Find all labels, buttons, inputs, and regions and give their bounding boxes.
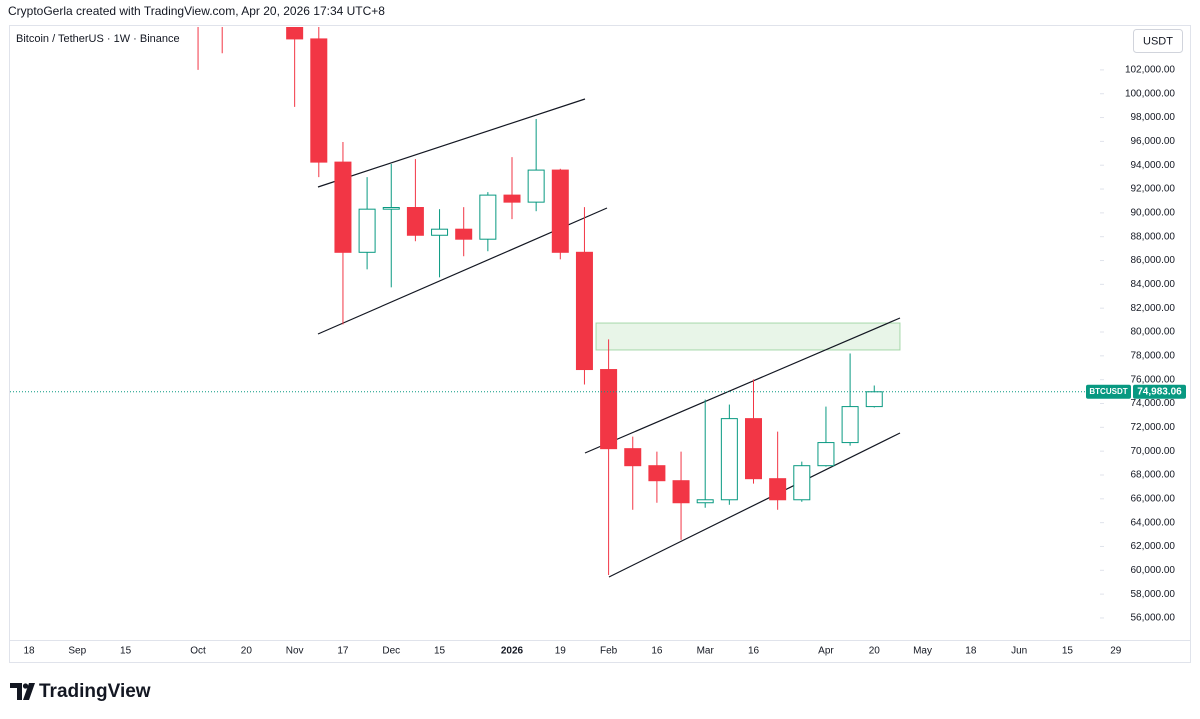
candle-body (817, 442, 835, 467)
symbol-tag-label: BTCUSDT (1089, 387, 1127, 396)
y-tick-label: 78,000.00 (1131, 350, 1176, 361)
y-tick-label: 88,000.00 (1131, 231, 1176, 242)
y-tick-label: 66,000.00 (1131, 493, 1176, 504)
x-tick-label: Feb (600, 646, 618, 657)
symbol-tag (1086, 384, 1131, 399)
x-tick-label: Sep (68, 646, 86, 657)
y-tick-label: 84,000.00 (1131, 279, 1176, 290)
brand: TradingView (39, 681, 151, 702)
x-tick-label: Nov (286, 646, 304, 657)
y-tick-label: 92,000.00 (1131, 184, 1176, 195)
candle-body (334, 161, 352, 253)
candle-body (600, 369, 618, 450)
y-tick-label: 68,000.00 (1131, 470, 1176, 481)
logo-icon (10, 683, 22, 700)
candle-body (624, 448, 642, 467)
y-tick-label: 80,000.00 (1131, 327, 1176, 338)
candle-body (382, 207, 400, 210)
candle-body (455, 228, 473, 240)
candle-body (503, 194, 521, 203)
candle-body (358, 208, 376, 253)
price-tag-label: 74,983.06 (1137, 386, 1182, 397)
symbol-title: Bitcoin / TetherUS · 1W · Binance (16, 33, 180, 45)
y-tick-label: 62,000.00 (1131, 541, 1176, 552)
x-tick-label: 18 (23, 646, 35, 657)
currency-label: USDT (1143, 35, 1173, 47)
candle-body (286, 27, 304, 40)
x-tick-label: 16 (748, 646, 760, 657)
candle-body (865, 391, 883, 408)
candle-body (696, 499, 714, 504)
x-tick-label: 20 (241, 646, 253, 657)
candle-body (551, 169, 569, 253)
y-tick-label: 90,000.00 (1131, 208, 1176, 219)
frame (9, 25, 1191, 663)
price-tag (1133, 384, 1186, 399)
y-tick-label: 96,000.00 (1131, 136, 1176, 147)
y-tick-label: 58,000.00 (1131, 589, 1176, 600)
x-tick-label: 15 (1062, 646, 1074, 657)
candle-body (575, 251, 593, 371)
y-tick-label: 102,000.00 (1125, 65, 1175, 76)
trend-line (608, 432, 901, 578)
x-tick-label: Mar (697, 646, 715, 657)
x-tick-label: Dec (382, 646, 400, 657)
plot (197, 27, 901, 578)
y-tick-label: 94,000.00 (1131, 160, 1176, 171)
candle-body (527, 169, 545, 203)
logo-icon (23, 683, 35, 700)
candle-body (720, 418, 738, 501)
y-tick-label: 60,000.00 (1131, 565, 1176, 576)
x-tick-label: 18 (965, 646, 977, 657)
x-tick-label: 16 (651, 646, 663, 657)
x-tick-label: Oct (190, 646, 206, 657)
candle-body (431, 228, 449, 236)
x-tick-label: 17 (337, 646, 349, 657)
candle-body (648, 465, 666, 482)
y-tick-label: 76,000.00 (1131, 374, 1176, 385)
x-tick-label: Jun (1011, 646, 1027, 657)
x-tick-label: Apr (818, 646, 834, 657)
candle-body (841, 406, 859, 444)
x-tick-label: 15 (120, 646, 132, 657)
x-tick-label: 19 (555, 646, 567, 657)
candle-body (310, 38, 328, 163)
y-tick-label: 100,000.00 (1125, 88, 1175, 99)
y-tick-label: 82,000.00 (1131, 303, 1176, 314)
trend-line (317, 98, 586, 188)
logo-icon (22, 683, 29, 689)
logo: TradingView (10, 681, 151, 702)
currency-button[interactable] (1133, 29, 1183, 53)
y-tick-label: 56,000.00 (1131, 613, 1176, 624)
x-tick-label: 15 (434, 646, 446, 657)
y-tick-label: 70,000.00 (1131, 446, 1176, 457)
y-tick-label: 64,000.00 (1131, 517, 1176, 528)
x-tick-label: 20 (869, 646, 881, 657)
x-tick-label: 2026 (501, 646, 524, 657)
candle-body (479, 194, 497, 240)
candle-body (406, 207, 424, 236)
y-tick-label: 86,000.00 (1131, 255, 1176, 266)
x-tick-label: May (913, 646, 932, 657)
y-tick-label: 98,000.00 (1131, 112, 1176, 123)
credit: CryptoGerla created with TradingView.com… (8, 4, 385, 18)
y-tick-label: 74,000.00 (1131, 398, 1176, 409)
trend-line (584, 317, 901, 454)
candle-body (745, 418, 762, 480)
zone (595, 322, 901, 351)
y-tick-label: 72,000.00 (1131, 422, 1176, 433)
x-tick-label: 29 (1110, 646, 1122, 657)
candle-body (769, 478, 787, 501)
candle-body (672, 480, 690, 504)
candle-body (793, 465, 811, 501)
